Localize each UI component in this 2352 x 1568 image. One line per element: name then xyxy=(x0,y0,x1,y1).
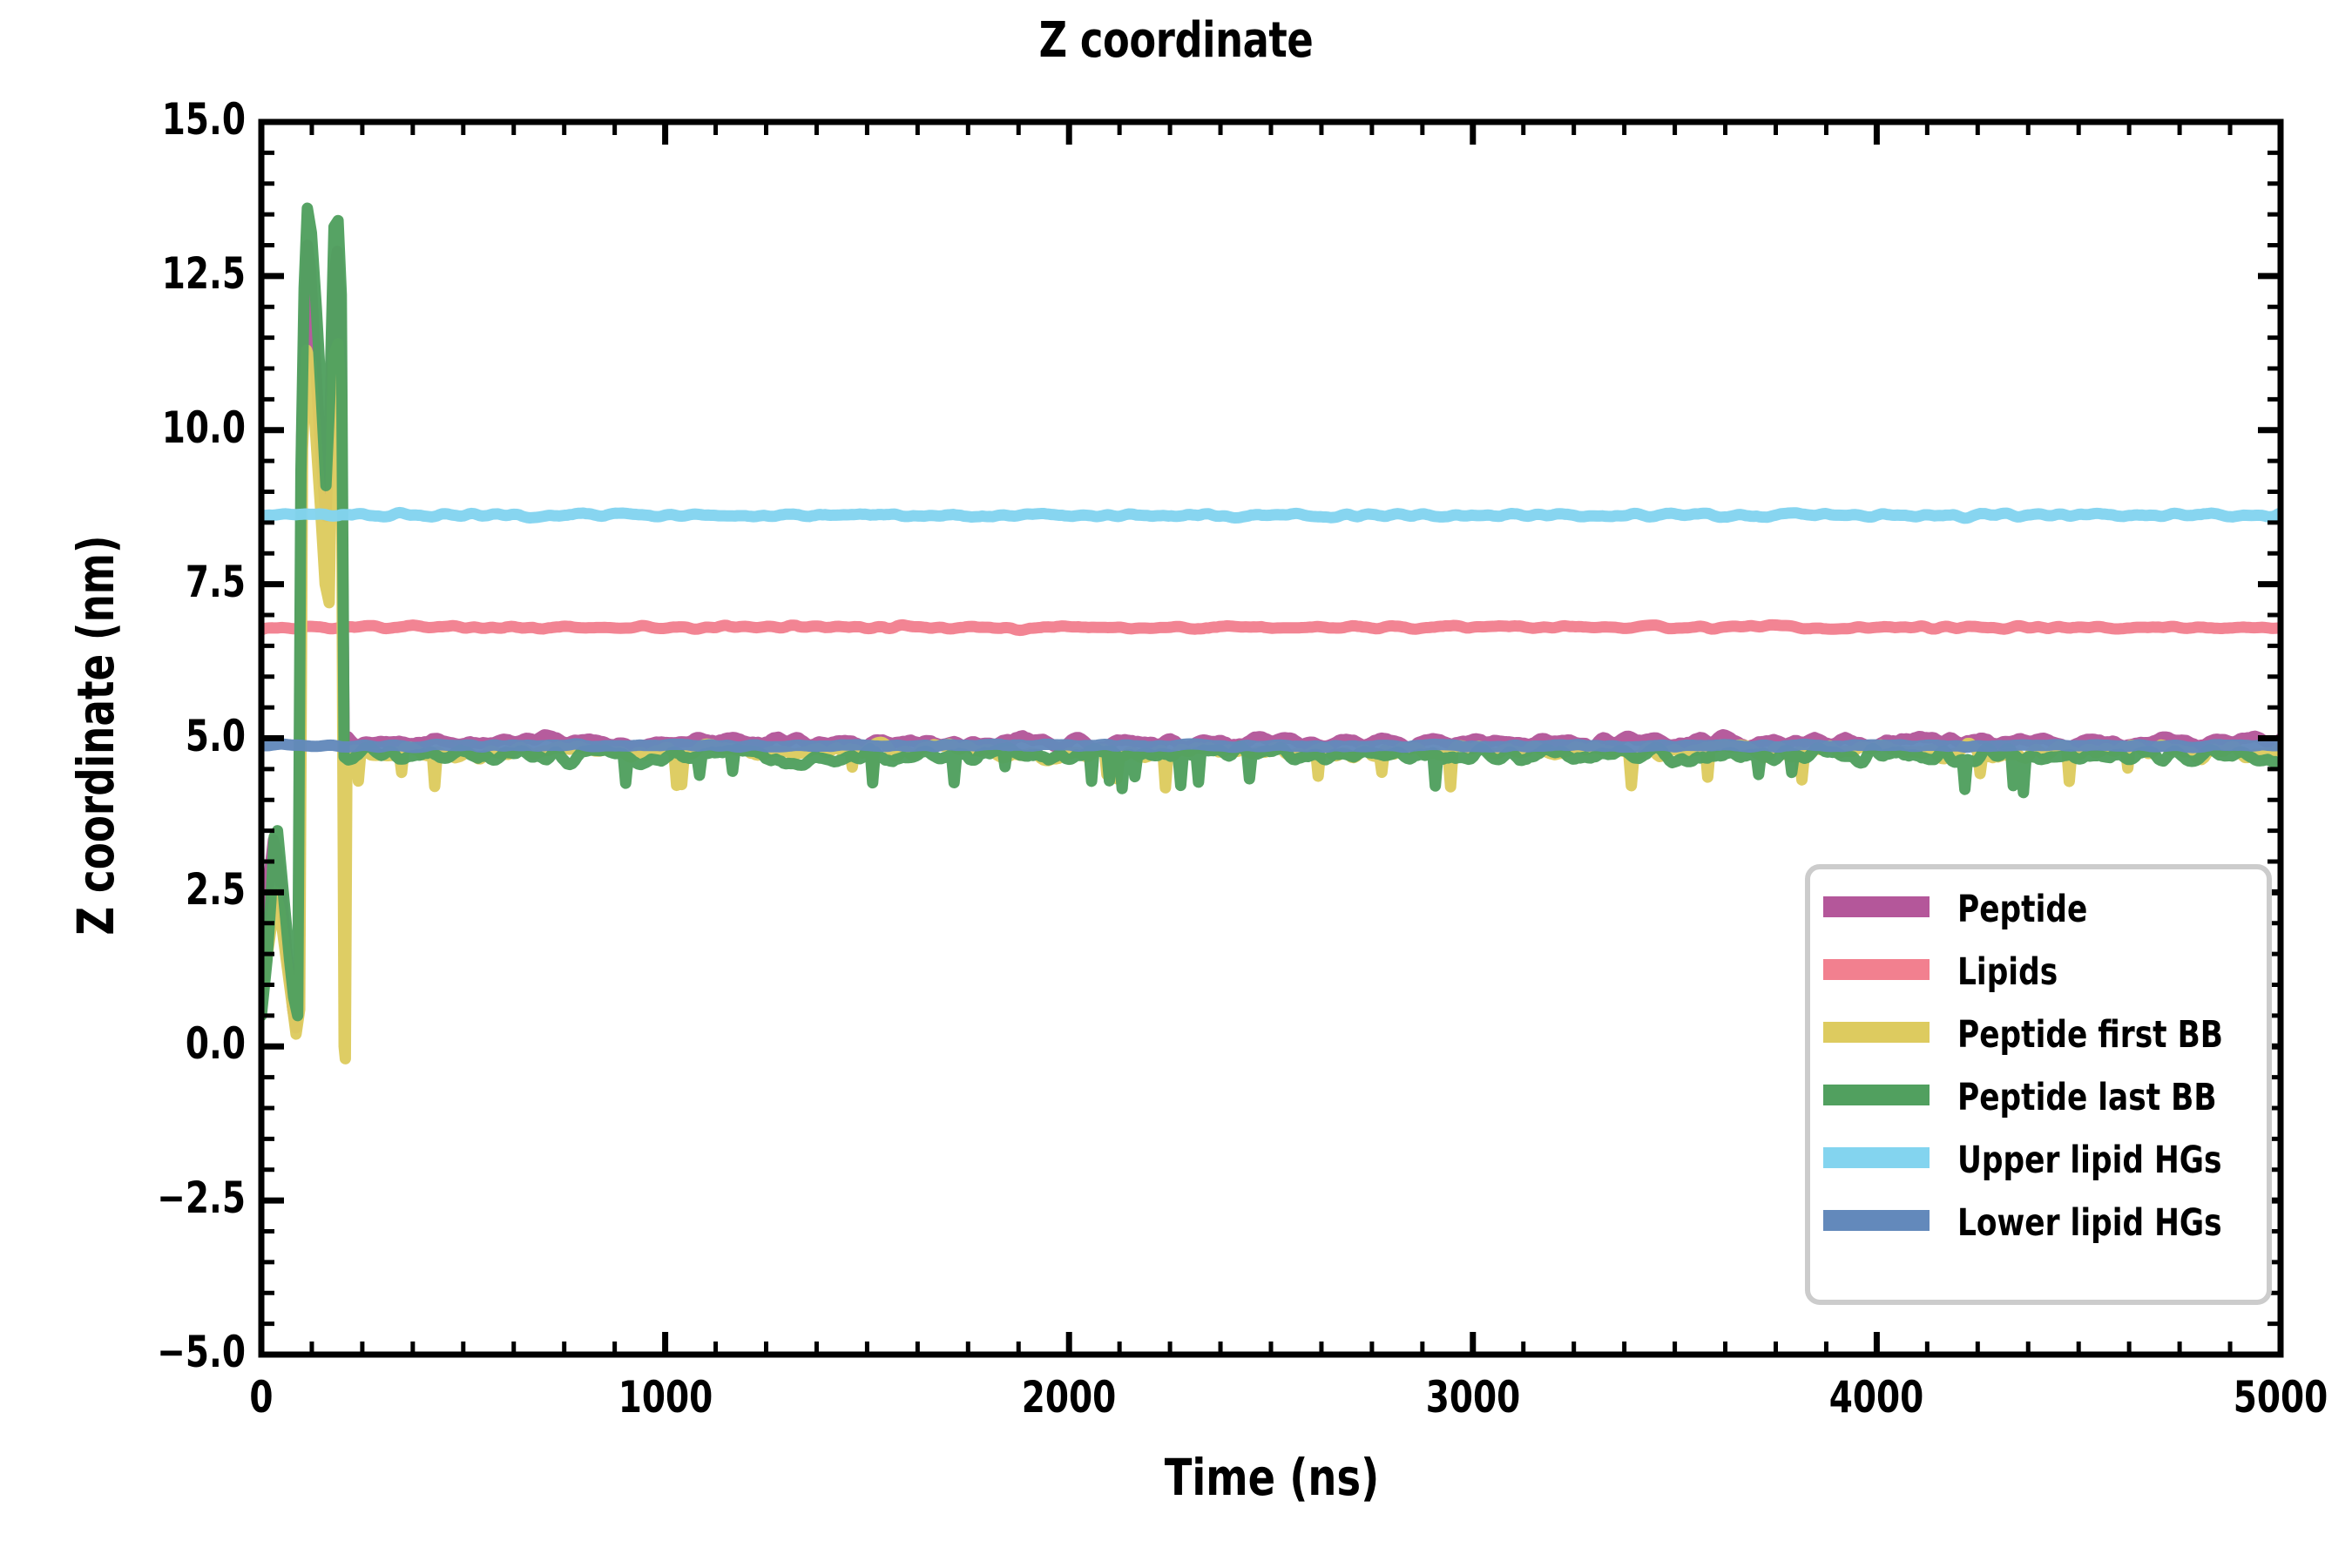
legend-label-peptide-first-bb: Peptide first BB xyxy=(1957,1013,2223,1057)
y-tick-label: 12.5 xyxy=(161,247,246,299)
series-line-peptide-last-bb xyxy=(261,202,2281,1022)
legend-label-peptide: Peptide xyxy=(1957,888,2087,931)
page-title: Z coordinate xyxy=(1038,12,1314,69)
y-tick-label: 5.0 xyxy=(185,710,246,761)
y-tick-label: −5.0 xyxy=(157,1327,246,1377)
y-tick-label: 2.5 xyxy=(185,864,246,916)
x-tick-label: 5000 xyxy=(2233,1372,2328,1423)
y-tick-label: 0.0 xyxy=(185,1018,246,1070)
x-tick-label: 3000 xyxy=(1425,1372,1521,1423)
y-tick-label: 10.0 xyxy=(161,402,246,453)
y-tick-label: −2.5 xyxy=(157,1173,246,1224)
chart-legend: Peptide Lipids Peptide first BB Peptide las… xyxy=(1805,864,2272,1305)
series-line-lower-lipid-hgs xyxy=(261,738,2281,754)
y-tick-label: 15.0 xyxy=(161,94,246,145)
x-axis-label: Time (ns) xyxy=(1164,1448,1380,1507)
legend-label-peptide-last-bb: Peptide last BB xyxy=(1957,1076,2217,1119)
legend-label-upper-lipid-hgs: Upper lipid HGs xyxy=(1957,1139,2221,1182)
x-tick-label: 4000 xyxy=(1829,1372,1924,1423)
series-line-upper-lipid-hgs xyxy=(261,506,2281,524)
x-tick-label: 2000 xyxy=(1021,1372,1117,1423)
series-line-lipids xyxy=(261,618,2281,637)
y-tick-label: 7.5 xyxy=(185,556,246,607)
legend-label-lipids: Lipids xyxy=(1957,950,2058,994)
x-tick-label: 0 xyxy=(249,1372,274,1423)
x-tick-label: 1000 xyxy=(618,1372,713,1423)
legend-label-lower-lipid-hgs: Lower lipid HGs xyxy=(1957,1201,2222,1245)
